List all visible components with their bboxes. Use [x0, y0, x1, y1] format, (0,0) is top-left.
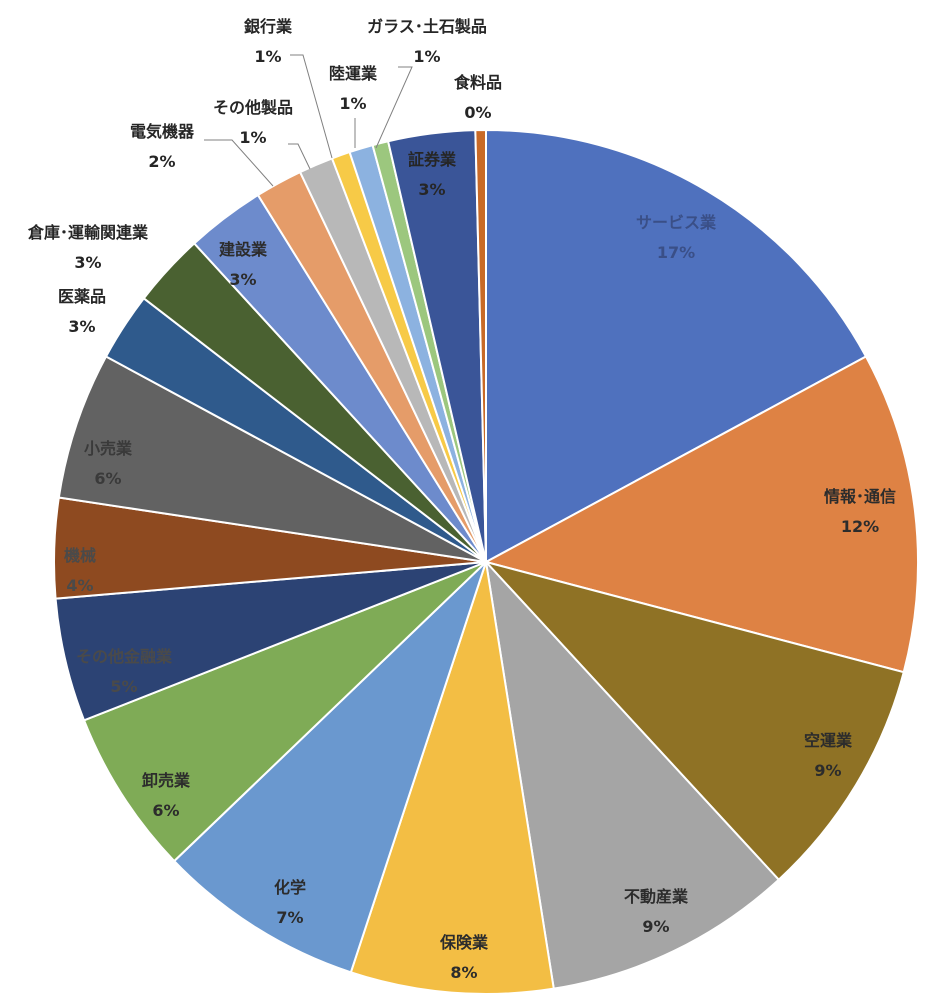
leader-line-15: [288, 143, 311, 170]
slice-percent-9: 4%: [66, 576, 93, 595]
leader-line-18: [375, 66, 413, 149]
slice-label-17: 陸運業: [329, 64, 378, 83]
slice-label-3: 空運業: [804, 731, 853, 750]
slice-percent-17: 1%: [339, 94, 366, 113]
pie-slice-3: [482, 560, 905, 882]
slice-percent-3: 9%: [814, 761, 841, 780]
slice-label-6: 化学: [274, 878, 306, 897]
slice-label-2: 情報･通信: [824, 487, 896, 506]
pie-slice-7: [82, 561, 487, 863]
slice-label-7: 卸売業: [142, 771, 191, 790]
pie-slice-10: [57, 355, 487, 563]
pie-slice-20: [474, 128, 487, 563]
slice-label-14: 電気機器: [130, 122, 195, 141]
slice-label-19: 証券業: [408, 150, 457, 169]
pie-slice-1: [485, 128, 868, 564]
slice-label-10: 小売業: [84, 439, 133, 458]
slice-percent-4: 9%: [642, 917, 669, 936]
pie-slice-6: [172, 561, 487, 974]
pie-slice-5: [349, 561, 555, 996]
slice-percent-19: 3%: [418, 180, 445, 199]
slice-label-8: その他金融業: [76, 647, 173, 666]
slice-label-9: 機械: [64, 546, 96, 565]
leader-line-16: [290, 54, 333, 159]
slice-percent-1: 17%: [657, 243, 695, 262]
slice-percent-5: 8%: [450, 963, 477, 982]
pie-slice-4: [484, 558, 781, 990]
slice-percent-18: 1%: [413, 47, 440, 66]
slice-label-13: 建設業: [219, 240, 268, 259]
slice-percent-8: 5%: [110, 677, 137, 696]
slice-percent-6: 7%: [276, 908, 303, 927]
slice-percent-7: 6%: [152, 801, 179, 820]
slice-label-18: ガラス･土石製品: [367, 17, 487, 36]
slice-percent-11: 3%: [68, 317, 95, 336]
slice-label-12: 倉庫･運輸関連業: [27, 223, 149, 242]
slice-label-4: 不動産業: [624, 887, 689, 906]
slice-label-16: 銀行業: [244, 17, 293, 36]
slice-percent-13: 3%: [229, 270, 256, 289]
slice-percent-2: 12%: [841, 517, 879, 536]
slice-percent-10: 6%: [94, 469, 121, 488]
pie-slice-2: [483, 355, 919, 674]
slice-label-11: 医薬品: [58, 287, 106, 306]
slice-percent-20: 0%: [464, 103, 491, 122]
slice-percent-12: 3%: [74, 253, 101, 272]
slice-percent-16: 1%: [254, 47, 281, 66]
slice-label-5: 保険業: [439, 933, 489, 952]
leader-line-14: [204, 139, 274, 187]
slice-label-15: その他製品: [213, 98, 293, 117]
slice-percent-15: 1%: [239, 128, 266, 147]
slice-percent-14: 2%: [148, 152, 175, 171]
slice-label-1: サービス業: [636, 213, 717, 232]
slice-label-20: 食料品: [453, 73, 502, 92]
